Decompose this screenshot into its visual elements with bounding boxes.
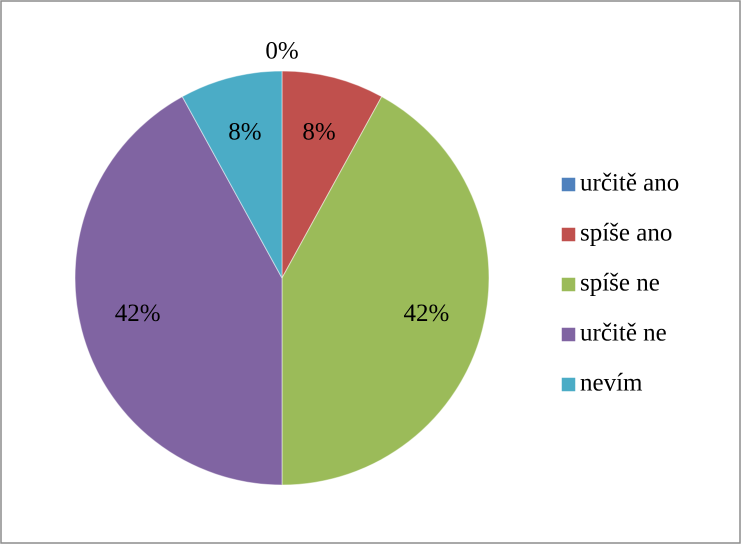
data-label: 8%	[302, 118, 335, 145]
pie-slice	[74, 95, 283, 486]
data-label: 8%	[228, 118, 261, 145]
legend-swatch	[560, 176, 577, 193]
legend-swatch	[560, 376, 577, 393]
legend-label: spíše ano	[580, 220, 672, 247]
legend-swatch	[560, 326, 577, 343]
legend-label: určitě ne	[580, 320, 667, 347]
data-label: 0%	[265, 38, 298, 65]
pie-slice	[281, 95, 490, 486]
legend-label: určitě ano	[580, 170, 679, 197]
data-label: 42%	[115, 300, 161, 327]
data-label: 42%	[403, 300, 449, 327]
legend-label: nevím	[580, 370, 643, 397]
pie-slice	[181, 70, 283, 279]
legend-swatch	[560, 226, 577, 243]
legend-swatch	[560, 276, 577, 293]
pie-slice	[281, 70, 383, 279]
legend-label: spíše ne	[580, 270, 660, 297]
